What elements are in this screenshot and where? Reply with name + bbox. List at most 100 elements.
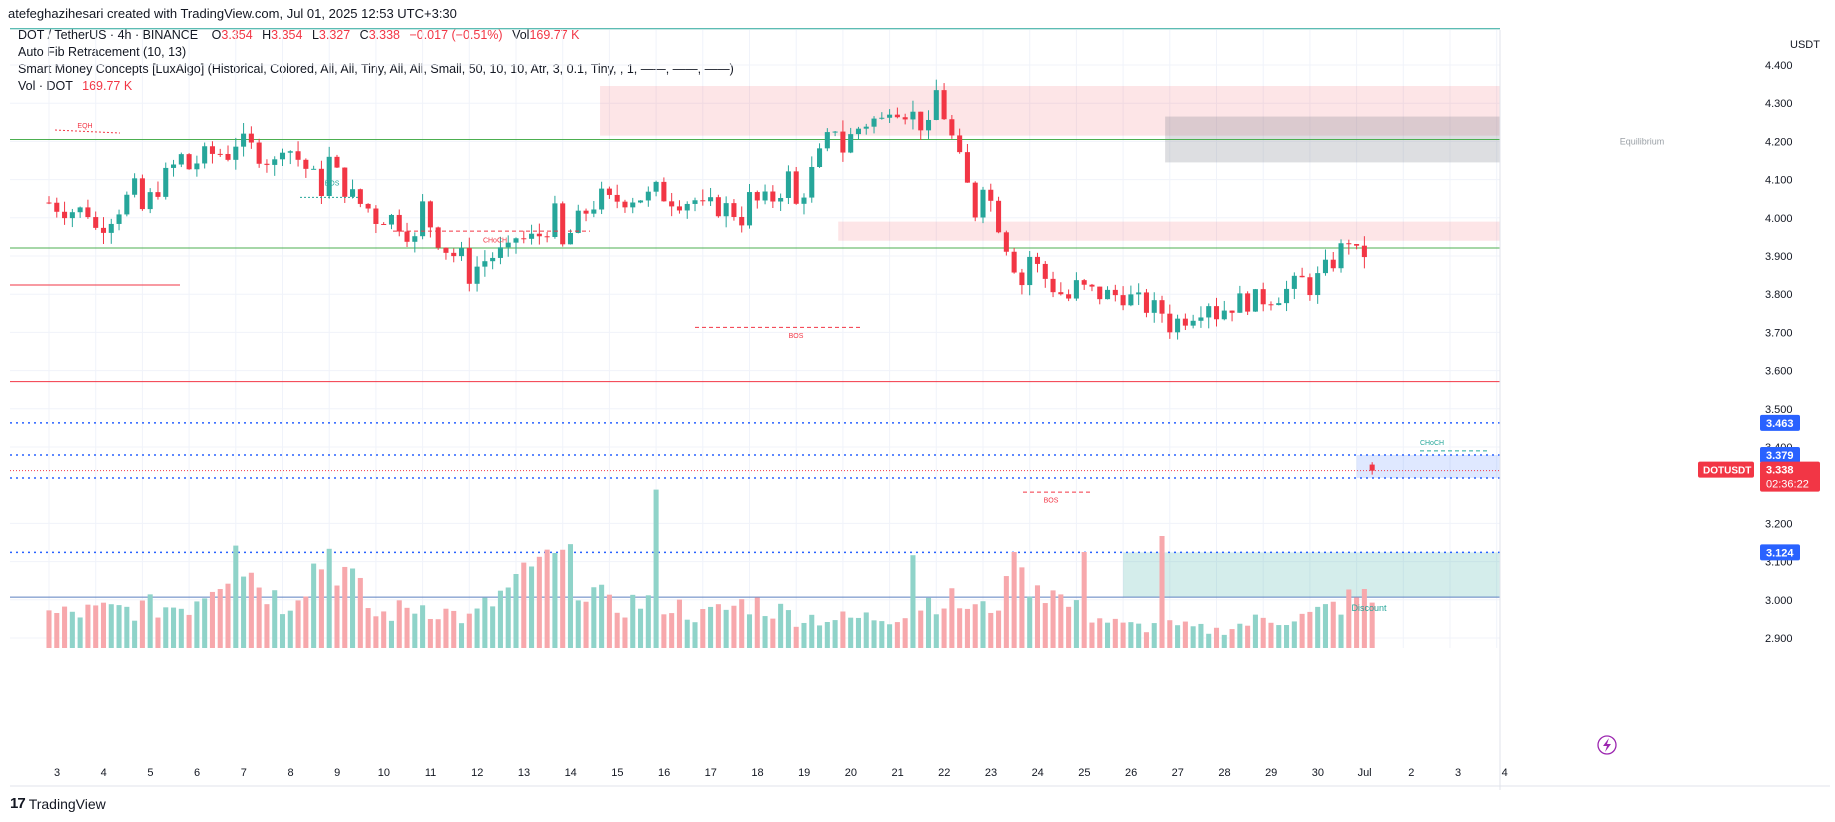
- candle: [93, 211, 99, 230]
- candle: [326, 146, 332, 199]
- candle: [746, 183, 753, 229]
- x-tick-label: 3: [1455, 767, 1461, 779]
- candle: [334, 154, 340, 168]
- candle: [933, 79, 939, 121]
- indicator-fib-legend[interactable]: Auto Fib Retracement (10, 13): [18, 45, 187, 59]
- level-tag-label: 3.124: [1766, 547, 1794, 559]
- price-axis: USDT 4.400 4.300 4.200 4.100 4.000 3.900 3.800 3…: [1499, 30, 1820, 790]
- candle: [350, 179, 356, 199]
- x-tick-label: 4: [101, 767, 107, 779]
- candle: [62, 201, 68, 225]
- candle: [840, 120, 846, 162]
- candle: [536, 223, 542, 245]
- volume-bar: [350, 568, 356, 648]
- candle-body: [311, 168, 317, 170]
- x-tick-label: 25: [1078, 767, 1090, 779]
- volume-bar: [1050, 590, 1056, 648]
- volume-bar: [645, 595, 651, 648]
- smc-zones: [600, 86, 1500, 598]
- volume-bar: [334, 585, 340, 648]
- candle-body: [373, 208, 379, 224]
- candle: [77, 206, 83, 218]
- candle-body: [529, 233, 535, 239]
- volume-bar: [1260, 617, 1266, 648]
- volume-bar: [1291, 621, 1297, 648]
- candle: [194, 155, 200, 177]
- candle-body: [645, 191, 651, 201]
- candle-body: [1307, 277, 1313, 296]
- volume-bar: [1011, 552, 1017, 648]
- volume-bars: [46, 489, 1375, 648]
- tradingview-logo-text: TradingView: [28, 795, 106, 812]
- volume-bar: [723, 609, 729, 648]
- candle: [466, 237, 472, 292]
- smc-labels: EQH BOS CHoCH BOS BOS CHoCH Equilibrium Discoun…: [54, 123, 1664, 755]
- candle: [1143, 288, 1149, 318]
- ohlc-open-label: O: [211, 28, 222, 42]
- candle: [1361, 236, 1367, 269]
- candle: [1315, 266, 1321, 304]
- candle-body: [1058, 292, 1064, 295]
- candle: [404, 222, 410, 247]
- grid-lines: [10, 30, 1500, 648]
- volume-bar: [770, 618, 776, 648]
- volume-bar: [996, 610, 1002, 648]
- candle: [575, 204, 581, 234]
- candle: [505, 235, 511, 257]
- y-tick-label: 3.200: [1765, 518, 1793, 530]
- volume-bar: [1143, 632, 1149, 648]
- volume-bar: [1089, 622, 1095, 648]
- candle: [233, 137, 239, 170]
- volume-bar: [879, 621, 885, 648]
- volume-bar: [1206, 633, 1212, 648]
- volume-bar: [544, 549, 550, 648]
- candle: [279, 148, 286, 167]
- alert-lightning-icon[interactable]: [1597, 735, 1617, 755]
- candle-body: [1190, 320, 1196, 326]
- volume-bar: [1361, 589, 1367, 648]
- candle-body: [46, 202, 52, 204]
- indicator-vol-legend[interactable]: Vol · DOT 169.77 K: [18, 79, 132, 93]
- supply-zone: [838, 221, 1500, 241]
- candle: [980, 186, 986, 224]
- vol-indicator-value: 169.77 K: [82, 79, 133, 93]
- candle-body: [599, 188, 605, 210]
- candle: [669, 192, 675, 217]
- candle-body: [357, 189, 363, 204]
- candle-body: [365, 203, 371, 209]
- candle-body: [69, 212, 75, 219]
- volume-bar: [529, 566, 535, 648]
- candle-body: [972, 182, 978, 218]
- candle: [1307, 273, 1313, 301]
- ohlc-high-label: H: [262, 28, 272, 42]
- candle-body: [202, 146, 208, 164]
- volume-bar: [949, 588, 955, 648]
- candle: [482, 250, 488, 277]
- candle-body: [785, 171, 791, 198]
- candle-body: [147, 192, 153, 210]
- candle: [1245, 291, 1251, 315]
- tradingview-logo[interactable]: 17 TradingView: [10, 795, 106, 812]
- candle-body: [638, 200, 644, 203]
- volume-bar: [848, 617, 854, 648]
- candle: [770, 185, 776, 209]
- volume-bar: [754, 597, 760, 648]
- candle-body: [715, 197, 721, 217]
- candle-body: [622, 201, 628, 208]
- volume-bar: [1198, 623, 1204, 648]
- candle-body: [552, 203, 558, 237]
- candle-body: [1136, 292, 1142, 295]
- candle-body: [739, 216, 745, 226]
- candle: [132, 173, 138, 198]
- x-tick-label: 6: [194, 767, 200, 779]
- volume-bar: [1221, 634, 1227, 648]
- candle: [1237, 285, 1243, 313]
- candle: [809, 156, 815, 203]
- candle-body: [1019, 272, 1025, 286]
- candle: [147, 188, 153, 214]
- candle: [1073, 272, 1079, 301]
- candle: [1105, 286, 1111, 300]
- candle: [100, 217, 107, 245]
- candle: [676, 200, 682, 214]
